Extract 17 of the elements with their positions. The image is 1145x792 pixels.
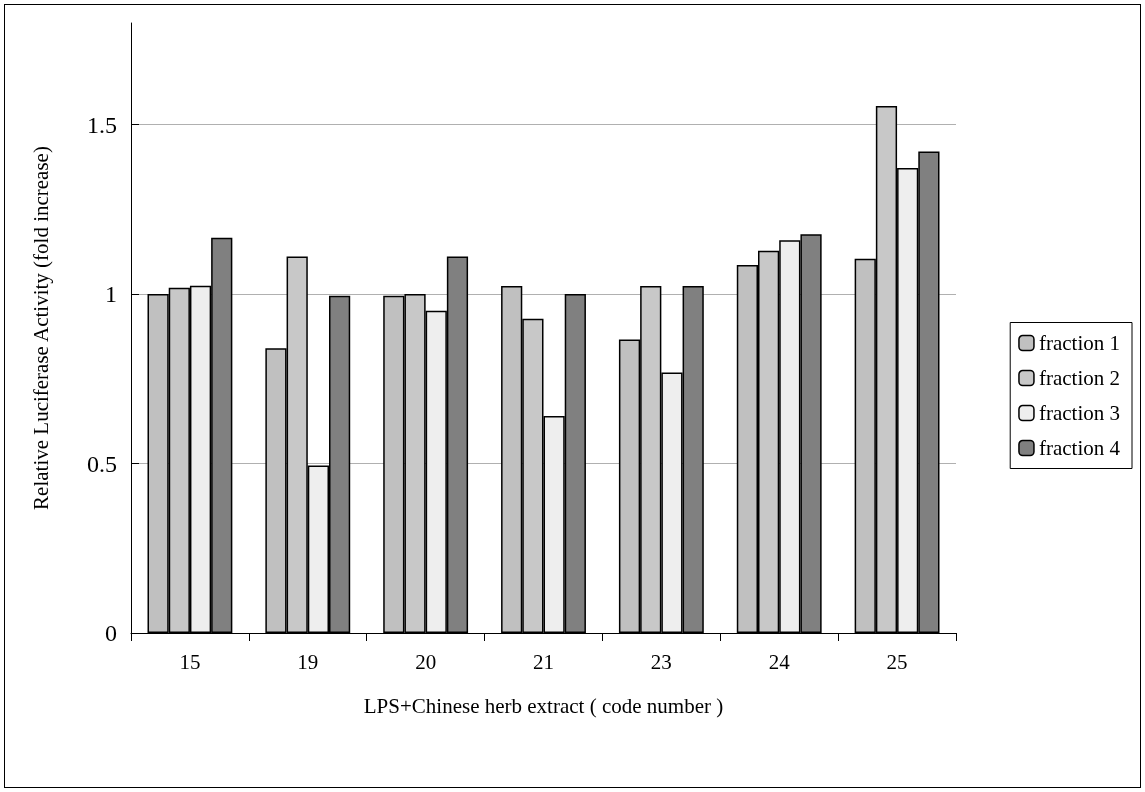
legend-label: fraction 1 (1038, 331, 1120, 355)
y-tick-label: 1 (105, 281, 117, 308)
x-tick-label: 21 (533, 649, 554, 674)
y-tick-label: 0.5 (87, 450, 117, 477)
legend-label: fraction 3 (1038, 401, 1120, 425)
legend-label: fraction 2 (1038, 366, 1120, 390)
x-tick-label: 15 (179, 649, 201, 674)
y-tick-label: 0 (105, 620, 117, 646)
x-tick-label: 19 (297, 649, 319, 674)
y-axis-title: Relative Luciferase Activity (fold increase) (28, 146, 53, 510)
x-axis-title: LPS+Chinese herb extract ( code number ) (363, 693, 724, 718)
legend-label: fraction 4 (1038, 436, 1121, 460)
x-tick-label: 23 (650, 649, 672, 674)
x-tick-label: 24 (768, 649, 791, 674)
y-tick-label: 1.5 (87, 111, 117, 138)
x-tick-label: 20 (415, 649, 437, 674)
x-tick-label: 25 (886, 649, 908, 674)
